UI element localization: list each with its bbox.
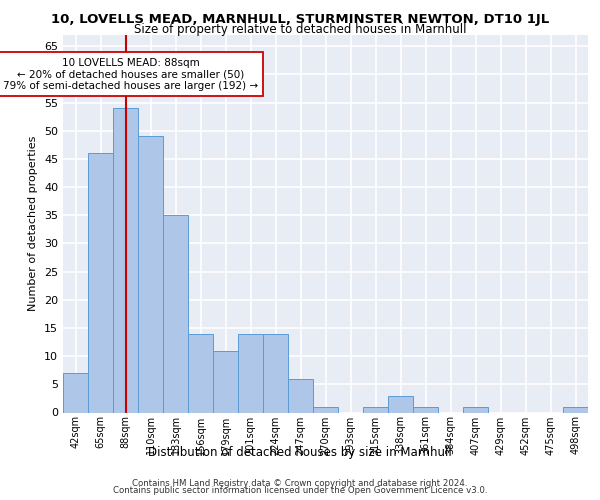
Bar xyxy=(188,334,213,412)
Text: 10 LOVELLS MEAD: 88sqm
← 20% of detached houses are smaller (50)
79% of semi-det: 10 LOVELLS MEAD: 88sqm ← 20% of detached… xyxy=(3,58,258,90)
Text: Contains public sector information licensed under the Open Government Licence v3: Contains public sector information licen… xyxy=(113,486,487,495)
Text: Size of property relative to detached houses in Marnhull: Size of property relative to detached ho… xyxy=(134,22,466,36)
Y-axis label: Number of detached properties: Number of detached properties xyxy=(28,136,38,312)
Bar xyxy=(563,407,588,412)
Bar xyxy=(213,350,238,412)
Bar xyxy=(138,136,163,412)
Text: Contains HM Land Registry data © Crown copyright and database right 2024.: Contains HM Land Registry data © Crown c… xyxy=(132,478,468,488)
Bar xyxy=(88,154,113,412)
Bar xyxy=(63,373,88,412)
Bar xyxy=(463,407,488,412)
Bar xyxy=(313,407,338,412)
Bar xyxy=(388,396,413,412)
Bar xyxy=(163,216,188,412)
Bar xyxy=(238,334,263,412)
Text: Distribution of detached houses by size in Marnhull: Distribution of detached houses by size … xyxy=(148,446,452,459)
Bar xyxy=(288,378,313,412)
Bar xyxy=(113,108,138,412)
Bar xyxy=(363,407,388,412)
Text: 10, LOVELLS MEAD, MARNHULL, STURMINSTER NEWTON, DT10 1JL: 10, LOVELLS MEAD, MARNHULL, STURMINSTER … xyxy=(51,12,549,26)
Bar xyxy=(263,334,288,412)
Bar xyxy=(413,407,438,412)
